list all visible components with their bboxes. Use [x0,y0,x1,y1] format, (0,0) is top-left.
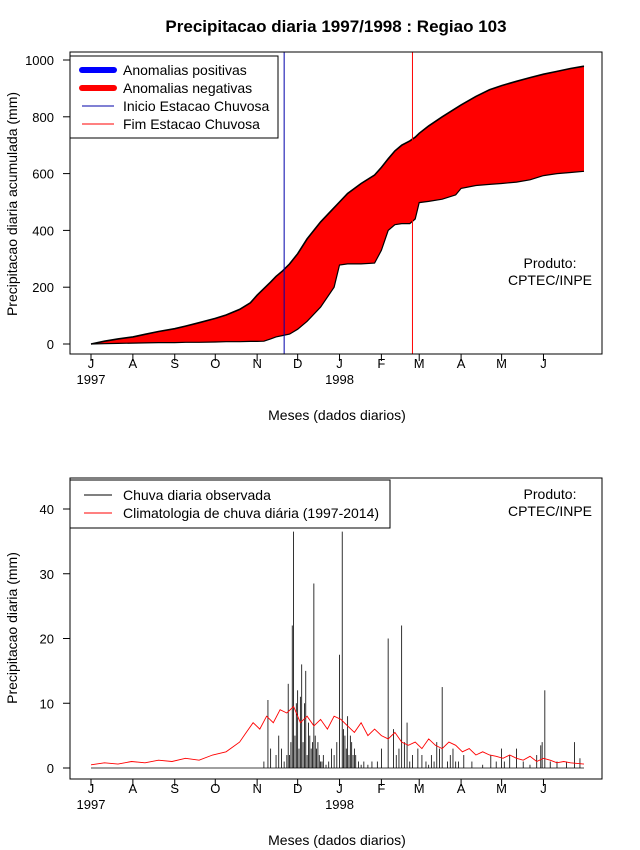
x2-tick-label-J-6: J [336,781,343,796]
plot1-legend: Anomalias positivas Anomalias negativas … [69,55,279,139]
plot2-xlabel: Meses (dados diarios) [268,832,406,848]
legend-label-season-end: Fim Estacao Chuvosa [123,116,260,132]
x2-year-label-1997: 1997 [77,797,106,812]
x-tick-label-M-10: M [496,356,507,371]
x-tick-label-J-6: J [336,356,343,371]
x2-tick-label-D-5: D [293,781,302,796]
y2-tick-label-40: 40 [40,502,54,517]
plot2-ylabel: Precipitacao diaria (mm) [4,552,20,704]
x-tick-label-J-11: J [540,356,547,371]
y-tick-label-800: 800 [32,110,54,125]
x-tick-label-D-5: D [293,356,302,371]
y-tick-label-0: 0 [47,337,54,352]
plot1-ylabel: Precipitacao diaria acumulada (mm) [4,92,20,316]
x-tick-label-M-8: M [414,356,425,371]
y-tick-label-400: 400 [32,223,54,238]
plot2-legend: Chuva diaria observada Climatologia de c… [69,479,391,529]
y-tick-label-1000: 1000 [25,53,54,68]
x2-tick-label-N-4: N [252,781,261,796]
x-tick-label-S-2: S [170,356,179,371]
x-tick-label-A-1: A [129,356,138,371]
x2-tick-label-F-7: F [377,781,385,796]
plot1-product-label-2: CPTEC/INPE [508,272,592,288]
legend-label-climatology: Climatologia de chuva diária (1997-2014) [123,505,379,521]
x2-tick-label-S-2: S [170,781,179,796]
x-tick-label-N-4: N [252,356,261,371]
x2-tick-label-J-0: J [88,781,95,796]
y-tick-label-600: 600 [32,167,54,182]
x2-tick-label-J-11: J [540,781,547,796]
plot1-xlabel: Meses (dados diarios) [268,407,406,423]
y2-tick-label-20: 20 [40,632,54,647]
legend-label-positive: Anomalias positivas [123,62,247,78]
observed-cumulative-line [90,170,585,345]
y-tick-label-200: 200 [32,280,54,295]
climatology-cumulative-line [90,65,585,345]
x2-year-label-1998: 1998 [325,797,354,812]
x-tick-label-J-0: J [88,356,95,371]
legend-label-season-start: Inicio Estacao Chuvosa [123,98,270,114]
legend-label-negative: Anomalias negativas [123,80,252,96]
chart-title: Precipitacao diaria 1997/1998 : Regiao 1… [165,17,506,36]
plot2-product-label-2: CPTEC/INPE [508,503,592,519]
x2-tick-label-M-10: M [496,781,507,796]
x-year-label-1998: 1998 [325,372,354,387]
x2-tick-label-A-1: A [129,781,138,796]
x-tick-label-F-7: F [377,356,385,371]
x2-tick-label-A-9: A [457,781,466,796]
plot2-product-label-1: Produto: [524,486,577,502]
x-tick-label-A-9: A [457,356,466,371]
plot2-legend-box [69,479,391,529]
climatology-daily-line [90,705,585,766]
y2-tick-label-30: 30 [40,567,54,582]
x2-tick-label-O-3: O [210,781,220,796]
y2-tick-label-10: 10 [40,696,54,711]
plot1-product-label-1: Produto: [524,255,577,271]
legend-label-observed: Chuva diaria observada [123,487,271,503]
y2-tick-label-0: 0 [47,761,54,776]
x-tick-label-O-3: O [210,356,220,371]
x-year-label-1997: 1997 [77,372,106,387]
x2-tick-label-M-8: M [414,781,425,796]
